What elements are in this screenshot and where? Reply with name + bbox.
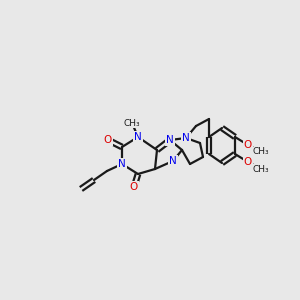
Text: O: O: [130, 182, 138, 192]
Text: N: N: [182, 133, 190, 143]
Text: N: N: [169, 156, 177, 166]
Text: N: N: [118, 159, 126, 169]
Text: O: O: [104, 135, 112, 145]
Text: CH₃: CH₃: [253, 164, 269, 173]
Text: N: N: [134, 132, 142, 142]
Text: O: O: [244, 140, 252, 150]
Text: CH₃: CH₃: [124, 118, 140, 127]
Text: N: N: [166, 135, 174, 145]
Text: O: O: [244, 157, 252, 167]
Text: CH₃: CH₃: [253, 148, 269, 157]
